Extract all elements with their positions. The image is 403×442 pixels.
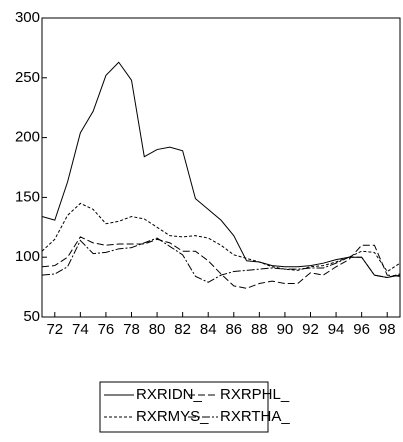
y-tick-label: 50 (23, 308, 40, 325)
x-tick-label: 72 (46, 321, 63, 338)
x-tick-label: 90 (277, 321, 294, 338)
series-line (41, 236, 401, 289)
x-tick-label: 74 (72, 321, 89, 338)
y-tick-label: 300 (15, 9, 40, 26)
legend-label: RXRTHA_ (220, 408, 290, 425)
y-tick-label: 100 (15, 248, 40, 265)
y-tick-label: 200 (15, 129, 40, 146)
x-tick-label: 82 (174, 321, 191, 338)
x-tick-label: 98 (379, 321, 396, 338)
x-tick-label: 78 (123, 321, 140, 338)
legend-label: RXRIDN_ (136, 386, 203, 403)
legend-box (99, 381, 269, 433)
x-tick-label: 84 (200, 321, 217, 338)
legend-label: RXRPHL_ (220, 386, 290, 403)
x-tick-label: 80 (149, 321, 166, 338)
x-tick-label: 94 (328, 321, 345, 338)
x-tick-label: 92 (302, 321, 319, 338)
series-line (41, 237, 401, 283)
x-tick-label: 88 (251, 321, 268, 338)
x-tick-label: 86 (225, 321, 242, 338)
series-line (41, 61, 401, 279)
legend-label: RXRMYS_ (136, 408, 209, 425)
y-tick-label: 250 (15, 69, 40, 86)
plot-frame (41, 17, 401, 318)
y-tick-label: 150 (15, 188, 40, 205)
x-tick-label: 76 (98, 321, 115, 338)
x-tick-label: 96 (353, 321, 370, 338)
series-line (41, 202, 401, 273)
